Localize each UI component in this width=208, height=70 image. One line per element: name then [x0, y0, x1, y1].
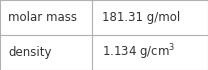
Text: molar mass: molar mass — [8, 11, 77, 24]
Text: 1.134 g/cm$^{3}$: 1.134 g/cm$^{3}$ — [102, 43, 175, 62]
Text: density: density — [8, 46, 52, 59]
Text: 181.31 g/mol: 181.31 g/mol — [102, 11, 180, 24]
